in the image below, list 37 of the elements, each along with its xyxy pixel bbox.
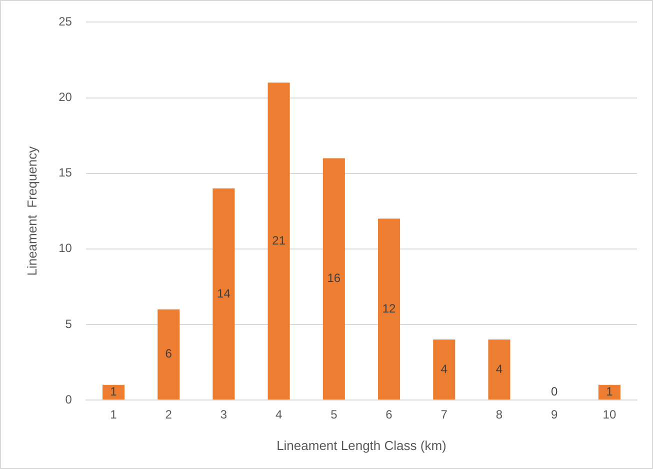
data-label: 4 — [440, 362, 448, 376]
x-tick-label: 6 — [386, 408, 393, 422]
y-tick-label: 15 — [58, 166, 72, 180]
y-tick-label: 25 — [58, 14, 72, 29]
data-label: 1 — [606, 384, 614, 399]
bar — [378, 218, 400, 400]
data-label: 6 — [165, 346, 172, 361]
bar — [268, 82, 290, 400]
y-tick-label: 10 — [58, 241, 72, 256]
y-tick-label: 0 — [65, 392, 72, 406]
data-label: 14 — [217, 286, 231, 300]
data-label: 0 — [551, 384, 558, 398]
bar — [212, 188, 235, 400]
data-label: 12 — [382, 301, 396, 316]
data-label: 1 — [110, 384, 118, 399]
x-tick-label: 9 — [551, 408, 558, 422]
x-tick-label: 8 — [496, 408, 503, 422]
x-tick-label: 5 — [330, 408, 338, 422]
data-label: 16 — [327, 271, 341, 286]
y-axis-title: Lineament Frequency — [24, 146, 40, 276]
data-label: 4 — [496, 362, 503, 376]
y-tick-label: 5 — [65, 316, 72, 331]
x-tick-label: 3 — [220, 408, 228, 422]
bar — [598, 384, 620, 400]
x-tick-label: 10 — [602, 408, 616, 422]
bar — [488, 340, 510, 400]
bar — [102, 384, 125, 400]
x-tick-label: 1 — [110, 408, 118, 422]
x-tick-label: 4 — [275, 408, 282, 422]
x-tick-label: 2 — [165, 408, 172, 422]
x-tick-label: 7 — [440, 408, 448, 422]
bar — [322, 158, 345, 400]
x-axis-title: Lineament Length Class (km) — [276, 438, 446, 453]
y-tick-label: 20 — [58, 90, 72, 104]
bar — [158, 309, 180, 400]
data-label: 21 — [272, 233, 286, 248]
bar — [433, 340, 456, 400]
